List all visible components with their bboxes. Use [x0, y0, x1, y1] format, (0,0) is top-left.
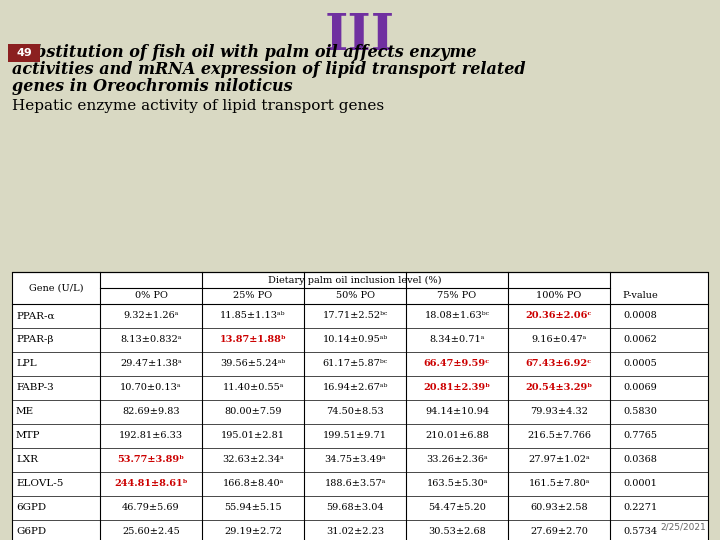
Text: 0.7765: 0.7765	[623, 431, 657, 441]
Text: 55.94±5.15: 55.94±5.15	[224, 503, 282, 512]
Text: 94.14±10.94: 94.14±10.94	[425, 408, 489, 416]
Text: LPL: LPL	[16, 360, 37, 368]
Text: 244.81±8.61ᵇ: 244.81±8.61ᵇ	[114, 480, 188, 489]
Text: activities and mRNA expression of lipid transport related: activities and mRNA expression of lipid …	[12, 61, 526, 78]
Text: 0.5734: 0.5734	[623, 528, 657, 537]
Text: 13.87±1.88ᵇ: 13.87±1.88ᵇ	[220, 335, 287, 345]
Text: 188.6±3.57ᵃ: 188.6±3.57ᵃ	[324, 480, 386, 489]
Text: 11.85±1.13ᵃᵇ: 11.85±1.13ᵃᵇ	[220, 312, 286, 321]
Text: 192.81±6.33: 192.81±6.33	[119, 431, 183, 441]
Text: 39.56±5.24ᵃᵇ: 39.56±5.24ᵃᵇ	[220, 360, 286, 368]
Text: 59.68±3.04: 59.68±3.04	[326, 503, 384, 512]
Text: 67.43±6.92ᶜ: 67.43±6.92ᶜ	[526, 360, 592, 368]
Text: 0.0005: 0.0005	[623, 360, 657, 368]
Text: 8.13±0.832ᵃ: 8.13±0.832ᵃ	[120, 335, 181, 345]
Text: ME: ME	[16, 408, 34, 416]
Text: 74.50±8.53: 74.50±8.53	[326, 408, 384, 416]
Text: 2/25/2021: 2/25/2021	[660, 523, 706, 532]
Text: 49: 49	[16, 48, 32, 58]
Text: 27.69±2.70: 27.69±2.70	[530, 528, 588, 537]
Text: 66.47±9.59ᶜ: 66.47±9.59ᶜ	[424, 360, 490, 368]
Text: III: III	[325, 12, 395, 61]
Text: LXR: LXR	[16, 456, 38, 464]
Text: FABP-3: FABP-3	[16, 383, 54, 393]
FancyBboxPatch shape	[8, 44, 40, 62]
Text: 17.71±2.52ᵇᶜ: 17.71±2.52ᵇᶜ	[323, 312, 387, 321]
Text: 20.81±2.39ᵇ: 20.81±2.39ᵇ	[423, 383, 490, 393]
Text: 53.77±3.89ᵇ: 53.77±3.89ᵇ	[117, 456, 184, 464]
Text: 0.0069: 0.0069	[623, 383, 657, 393]
Text: Substitution of fish oil with palm oil affects enzyme: Substitution of fish oil with palm oil a…	[12, 44, 477, 61]
Text: 27.97±1.02ᵃ: 27.97±1.02ᵃ	[528, 456, 590, 464]
Text: 29.47±1.38ᵃ: 29.47±1.38ᵃ	[120, 360, 182, 368]
Text: Gene (U/L): Gene (U/L)	[29, 284, 84, 293]
Bar	[12, 272, 708, 540]
Text: 10.70±0.13ᵃ: 10.70±0.13ᵃ	[120, 383, 181, 393]
Text: 6GPD: 6GPD	[16, 503, 46, 512]
Text: 0.0008: 0.0008	[623, 312, 657, 321]
Text: G6PD: G6PD	[16, 528, 46, 537]
Text: 166.8±8.40ᵃ: 166.8±8.40ᵃ	[222, 480, 284, 489]
Text: 0.2271: 0.2271	[623, 503, 657, 512]
Text: 216.5±7.766: 216.5±7.766	[527, 431, 591, 441]
Text: 75% PO: 75% PO	[438, 292, 477, 300]
Text: PPAR-β: PPAR-β	[16, 335, 53, 345]
Text: 30.53±2.68: 30.53±2.68	[428, 528, 486, 537]
Text: PPAR-α: PPAR-α	[16, 312, 55, 321]
Text: 50% PO: 50% PO	[336, 292, 374, 300]
Text: 0.5830: 0.5830	[623, 408, 657, 416]
Text: 79.93±4.32: 79.93±4.32	[530, 408, 588, 416]
Text: ELOVL-5: ELOVL-5	[16, 480, 63, 489]
Text: 161.5±7.80ᵃ: 161.5±7.80ᵃ	[528, 480, 590, 489]
Text: 46.79±5.69: 46.79±5.69	[122, 503, 180, 512]
Text: 9.16±0.47ᵃ: 9.16±0.47ᵃ	[531, 335, 587, 345]
Text: 11.40±0.55ᵃ: 11.40±0.55ᵃ	[222, 383, 284, 393]
Text: 199.51±9.71: 199.51±9.71	[323, 431, 387, 441]
Text: 210.01±6.88: 210.01±6.88	[425, 431, 489, 441]
Text: 54.47±5.20: 54.47±5.20	[428, 503, 486, 512]
Text: 163.5±5.30ᵃ: 163.5±5.30ᵃ	[426, 480, 487, 489]
Text: 0.0062: 0.0062	[623, 335, 657, 345]
Text: 80.00±7.59: 80.00±7.59	[224, 408, 282, 416]
Text: 0% PO: 0% PO	[135, 292, 168, 300]
Text: 33.26±2.36ᵃ: 33.26±2.36ᵃ	[426, 456, 488, 464]
Text: 10.14±0.95ᵃᵇ: 10.14±0.95ᵃᵇ	[323, 335, 387, 345]
Text: 8.34±0.71ᵃ: 8.34±0.71ᵃ	[429, 335, 485, 345]
Text: 82.69±9.83: 82.69±9.83	[122, 408, 180, 416]
Text: 60.93±2.58: 60.93±2.58	[530, 503, 588, 512]
Text: 61.17±5.87ᵇᶜ: 61.17±5.87ᵇᶜ	[323, 360, 387, 368]
Text: 32.63±2.34ᵃ: 32.63±2.34ᵃ	[222, 456, 284, 464]
Text: 25.60±2.45: 25.60±2.45	[122, 528, 180, 537]
Text: 100% PO: 100% PO	[536, 292, 582, 300]
Text: P-value: P-value	[622, 292, 658, 300]
Text: 0.0001: 0.0001	[623, 480, 657, 489]
Text: 18.08±1.63ᵇᶜ: 18.08±1.63ᵇᶜ	[425, 312, 490, 321]
Text: 9.32±1.26ᵃ: 9.32±1.26ᵃ	[123, 312, 179, 321]
Text: genes in Oreochromis niloticus: genes in Oreochromis niloticus	[12, 78, 292, 95]
Text: Hepatic enzyme activity of lipid transport genes: Hepatic enzyme activity of lipid transpo…	[12, 99, 384, 113]
Text: 34.75±3.49ᵃ: 34.75±3.49ᵃ	[324, 456, 386, 464]
Text: 0.0368: 0.0368	[623, 456, 657, 464]
Text: 20.54±3.29ᵇ: 20.54±3.29ᵇ	[526, 383, 593, 393]
Text: 20.36±2.06ᶜ: 20.36±2.06ᶜ	[526, 312, 593, 321]
Text: 31.02±2.23: 31.02±2.23	[326, 528, 384, 537]
Text: Dietary palm oil inclusion level (%): Dietary palm oil inclusion level (%)	[269, 275, 442, 285]
Text: 29.19±2.72: 29.19±2.72	[224, 528, 282, 537]
Text: 16.94±2.67ᵃᵇ: 16.94±2.67ᵃᵇ	[323, 383, 387, 393]
Text: MTP: MTP	[16, 431, 40, 441]
Text: 195.01±2.81: 195.01±2.81	[221, 431, 285, 441]
Text: 25% PO: 25% PO	[233, 292, 273, 300]
